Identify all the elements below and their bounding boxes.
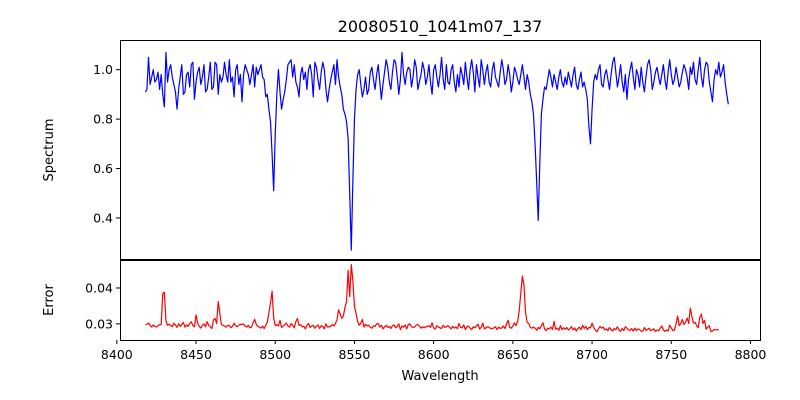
x-tick-label: 8400 — [101, 347, 133, 362]
x-tick-label: 8500 — [259, 347, 291, 362]
x-tick-label: 8600 — [418, 347, 450, 362]
x-tick-label: 8450 — [180, 347, 212, 362]
x-axis-ticks: 8400 8450 8500 8550 8600 8650 8700 8750 8800 — [101, 340, 767, 362]
spectrum-y-tick-label: 0.8 — [93, 112, 113, 127]
error-series-line — [145, 264, 719, 333]
spectrum-y-axis-label: Spectrum — [42, 119, 57, 182]
x-tick-label: 8550 — [339, 347, 371, 362]
error-y-ticks: 0.03 0.04 — [85, 280, 120, 331]
spectrum-y-tick-label: 0.6 — [93, 161, 113, 176]
spectrum-series-line — [144, 51, 729, 251]
spectrum-y-tick-label: 0.4 — [93, 210, 113, 225]
spectrum-panel: 0.4 0.6 0.8 1.0 Spectrum — [42, 40, 761, 260]
spectrum-y-tick-label: 1.0 — [93, 62, 113, 77]
x-tick-label: 8650 — [497, 347, 529, 362]
x-axis-label: Wavelength — [401, 369, 478, 384]
chart-title: 20080510_1041m07_137 — [338, 17, 543, 37]
error-y-tick-label: 0.03 — [85, 316, 113, 331]
spectrum-axes-frame — [120, 40, 761, 260]
x-tick-label: 8700 — [576, 347, 608, 362]
error-y-tick-label: 0.04 — [85, 280, 113, 295]
error-axes-frame — [120, 260, 761, 341]
x-tick-label: 8800 — [735, 347, 767, 362]
error-panel: 0.03 0.04 Error — [42, 260, 761, 341]
x-tick-label: 8750 — [655, 347, 687, 362]
spectrum-y-ticks: 0.4 0.6 0.8 1.0 — [93, 62, 120, 225]
error-y-axis-label: Error — [42, 284, 57, 316]
